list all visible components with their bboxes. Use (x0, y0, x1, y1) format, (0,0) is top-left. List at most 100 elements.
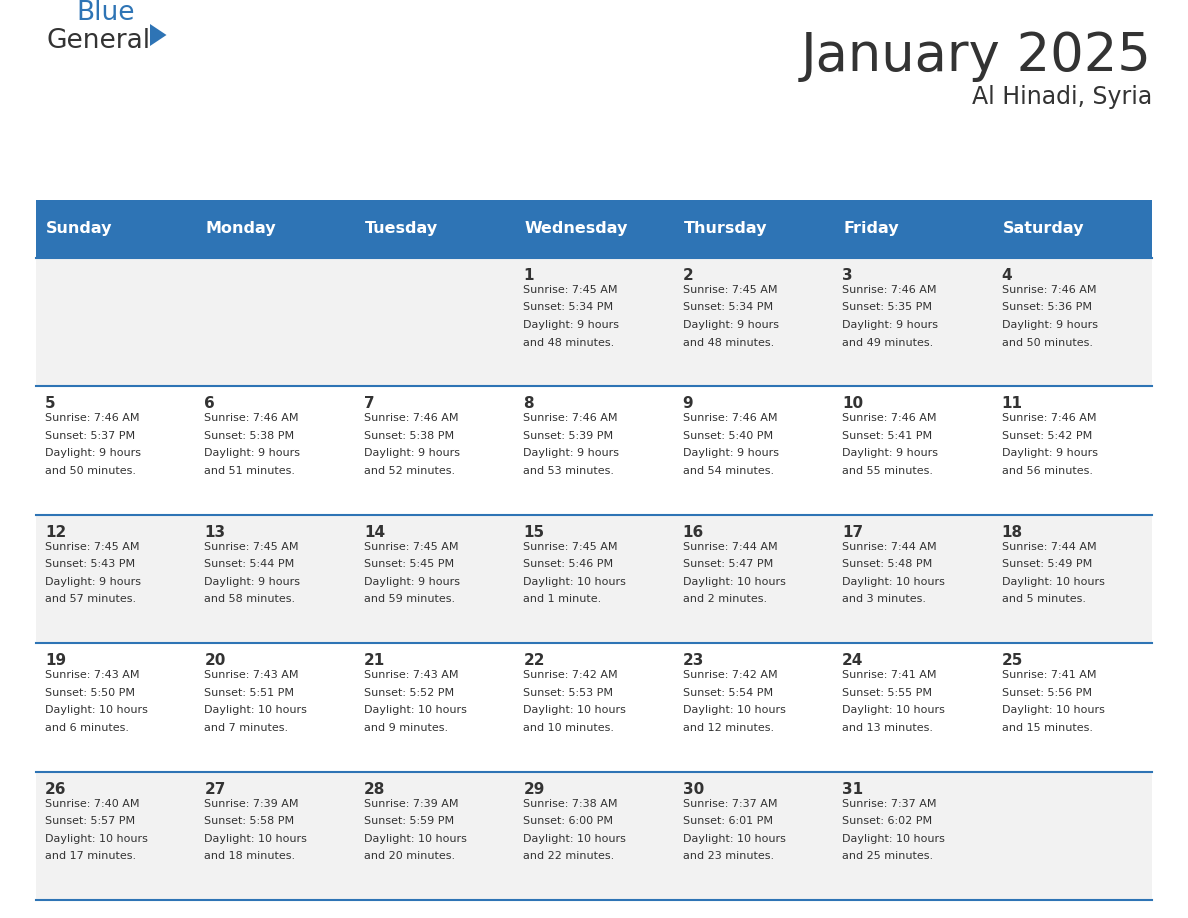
Text: Sunrise: 7:45 AM: Sunrise: 7:45 AM (45, 542, 139, 552)
Text: 24: 24 (842, 654, 864, 668)
Text: Daylight: 9 hours: Daylight: 9 hours (204, 577, 301, 587)
Text: Sunset: 5:37 PM: Sunset: 5:37 PM (45, 431, 135, 441)
Text: and 6 minutes.: and 6 minutes. (45, 722, 129, 733)
Text: Sunset: 5:53 PM: Sunset: 5:53 PM (523, 688, 613, 698)
Text: and 15 minutes.: and 15 minutes. (1001, 722, 1093, 733)
Text: and 51 minutes.: and 51 minutes. (204, 466, 296, 476)
Text: and 13 minutes.: and 13 minutes. (842, 722, 933, 733)
Text: Sunset: 5:39 PM: Sunset: 5:39 PM (523, 431, 613, 441)
Text: Sunrise: 7:46 AM: Sunrise: 7:46 AM (204, 413, 299, 423)
Text: Daylight: 10 hours: Daylight: 10 hours (683, 577, 785, 587)
Text: Daylight: 9 hours: Daylight: 9 hours (45, 448, 141, 458)
Text: Monday: Monday (206, 221, 276, 237)
Text: Sunrise: 7:43 AM: Sunrise: 7:43 AM (45, 670, 139, 680)
Text: 18: 18 (1001, 525, 1023, 540)
Text: and 20 minutes.: and 20 minutes. (364, 851, 455, 861)
Text: Daylight: 10 hours: Daylight: 10 hours (204, 705, 308, 715)
Text: Sunrise: 7:45 AM: Sunrise: 7:45 AM (523, 542, 618, 552)
Text: Sunrise: 7:46 AM: Sunrise: 7:46 AM (523, 413, 618, 423)
Text: Daylight: 10 hours: Daylight: 10 hours (1001, 705, 1105, 715)
Text: Sunset: 5:47 PM: Sunset: 5:47 PM (683, 559, 773, 569)
Text: Sunrise: 7:43 AM: Sunrise: 7:43 AM (204, 670, 299, 680)
Text: Sunrise: 7:43 AM: Sunrise: 7:43 AM (364, 670, 459, 680)
Text: Sunset: 5:43 PM: Sunset: 5:43 PM (45, 559, 135, 569)
Text: and 54 minutes.: and 54 minutes. (683, 466, 773, 476)
Text: Daylight: 9 hours: Daylight: 9 hours (45, 577, 141, 587)
Text: Sunset: 5:59 PM: Sunset: 5:59 PM (364, 816, 454, 826)
Text: 15: 15 (523, 525, 544, 540)
Text: 8: 8 (523, 397, 533, 411)
Text: Sunset: 5:50 PM: Sunset: 5:50 PM (45, 688, 135, 698)
Text: and 25 minutes.: and 25 minutes. (842, 851, 934, 861)
Text: Al Hinadi, Syria: Al Hinadi, Syria (972, 85, 1152, 109)
Text: January 2025: January 2025 (801, 30, 1152, 82)
Text: Sunrise: 7:41 AM: Sunrise: 7:41 AM (842, 670, 936, 680)
Text: and 53 minutes.: and 53 minutes. (523, 466, 614, 476)
Text: Sunrise: 7:46 AM: Sunrise: 7:46 AM (1001, 413, 1097, 423)
Text: and 5 minutes.: and 5 minutes. (1001, 594, 1086, 604)
Text: Sunrise: 7:46 AM: Sunrise: 7:46 AM (683, 413, 777, 423)
Bar (514, 200, 674, 258)
Bar (36, 258, 1152, 386)
Text: Daylight: 10 hours: Daylight: 10 hours (1001, 577, 1105, 587)
Text: Sunset: 5:46 PM: Sunset: 5:46 PM (523, 559, 613, 569)
Bar (36, 515, 1152, 644)
Text: 7: 7 (364, 397, 374, 411)
Text: Sunrise: 7:42 AM: Sunrise: 7:42 AM (683, 670, 777, 680)
Text: and 17 minutes.: and 17 minutes. (45, 851, 137, 861)
Text: and 59 minutes.: and 59 minutes. (364, 594, 455, 604)
Text: Daylight: 9 hours: Daylight: 9 hours (364, 577, 460, 587)
Text: Sunset: 5:58 PM: Sunset: 5:58 PM (204, 816, 295, 826)
Text: Daylight: 10 hours: Daylight: 10 hours (45, 705, 147, 715)
Text: Daylight: 10 hours: Daylight: 10 hours (45, 834, 147, 844)
Bar (36, 386, 1152, 515)
Text: Daylight: 9 hours: Daylight: 9 hours (364, 448, 460, 458)
Text: 31: 31 (842, 781, 864, 797)
Text: Daylight: 10 hours: Daylight: 10 hours (842, 705, 944, 715)
Polygon shape (150, 24, 166, 46)
Text: Sunrise: 7:45 AM: Sunrise: 7:45 AM (364, 542, 459, 552)
Text: Daylight: 10 hours: Daylight: 10 hours (523, 834, 626, 844)
Text: Sunrise: 7:42 AM: Sunrise: 7:42 AM (523, 670, 618, 680)
Text: 23: 23 (683, 654, 704, 668)
Text: Sunset: 5:54 PM: Sunset: 5:54 PM (683, 688, 773, 698)
Text: Sunrise: 7:40 AM: Sunrise: 7:40 AM (45, 799, 139, 809)
Text: and 9 minutes.: and 9 minutes. (364, 722, 448, 733)
Text: Sunset: 5:44 PM: Sunset: 5:44 PM (204, 559, 295, 569)
Text: Sunrise: 7:44 AM: Sunrise: 7:44 AM (842, 542, 937, 552)
Text: Friday: Friday (843, 221, 899, 237)
Text: 2: 2 (683, 268, 694, 283)
Text: Daylight: 10 hours: Daylight: 10 hours (204, 834, 308, 844)
Text: Sunset: 5:38 PM: Sunset: 5:38 PM (204, 431, 295, 441)
Text: Daylight: 9 hours: Daylight: 9 hours (204, 448, 301, 458)
Text: Sunrise: 7:37 AM: Sunrise: 7:37 AM (842, 799, 936, 809)
Text: Sunrise: 7:37 AM: Sunrise: 7:37 AM (683, 799, 777, 809)
Text: Daylight: 10 hours: Daylight: 10 hours (364, 834, 467, 844)
Text: Sunrise: 7:39 AM: Sunrise: 7:39 AM (204, 799, 299, 809)
Text: Daylight: 9 hours: Daylight: 9 hours (1001, 320, 1098, 330)
Text: Sunrise: 7:45 AM: Sunrise: 7:45 AM (683, 285, 777, 295)
Text: Sunrise: 7:46 AM: Sunrise: 7:46 AM (842, 285, 936, 295)
Text: Daylight: 9 hours: Daylight: 9 hours (683, 320, 778, 330)
Text: 3: 3 (842, 268, 853, 283)
Text: and 48 minutes.: and 48 minutes. (683, 338, 773, 348)
Text: Daylight: 9 hours: Daylight: 9 hours (842, 320, 939, 330)
Text: 11: 11 (1001, 397, 1023, 411)
Text: and 18 minutes.: and 18 minutes. (204, 851, 296, 861)
Text: Sunset: 5:48 PM: Sunset: 5:48 PM (842, 559, 933, 569)
Text: Daylight: 9 hours: Daylight: 9 hours (842, 448, 939, 458)
Text: Sunset: 5:38 PM: Sunset: 5:38 PM (364, 431, 454, 441)
Text: Sunset: 5:40 PM: Sunset: 5:40 PM (683, 431, 773, 441)
Text: 20: 20 (204, 654, 226, 668)
Text: Daylight: 9 hours: Daylight: 9 hours (683, 448, 778, 458)
Text: Blue: Blue (76, 0, 134, 26)
Text: 26: 26 (45, 781, 67, 797)
Text: Sunset: 5:56 PM: Sunset: 5:56 PM (1001, 688, 1092, 698)
Text: and 56 minutes.: and 56 minutes. (1001, 466, 1093, 476)
Text: Sunset: 5:41 PM: Sunset: 5:41 PM (842, 431, 933, 441)
Text: Daylight: 10 hours: Daylight: 10 hours (842, 577, 944, 587)
Text: 1: 1 (523, 268, 533, 283)
Text: Sunset: 5:51 PM: Sunset: 5:51 PM (204, 688, 295, 698)
Bar (355, 200, 514, 258)
Text: and 50 minutes.: and 50 minutes. (1001, 338, 1093, 348)
